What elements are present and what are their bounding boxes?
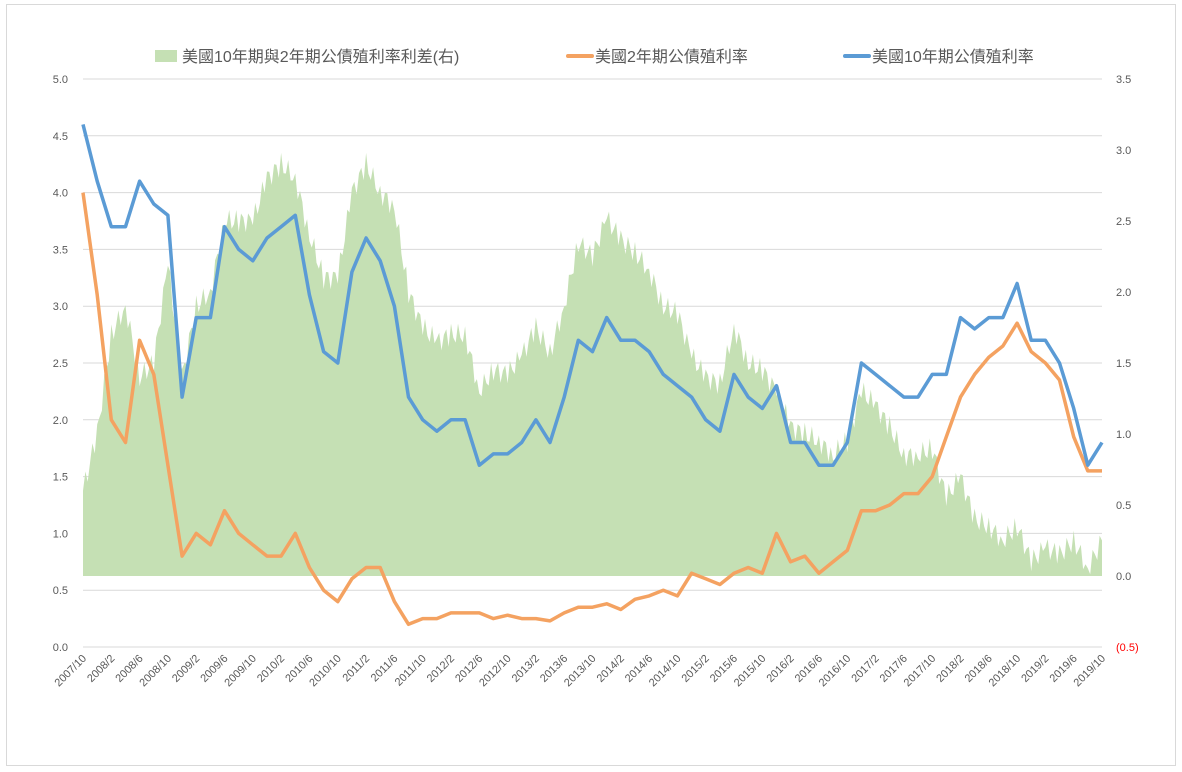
left-axis-tick-label: 3.5: [53, 244, 68, 256]
x-axis-tick-label: 2009/2: [170, 653, 202, 685]
x-axis-tick-label: 2008/2: [85, 653, 117, 685]
legend-label: 美國10年期公債殖利率: [872, 48, 1034, 66]
x-axis-tick-label: 2009/10: [222, 653, 259, 690]
x-axis-tick-label: 2019/10: [1072, 653, 1109, 690]
x-axis-tick-label: 2015/10: [732, 653, 769, 690]
legend-swatch-spread: [155, 50, 177, 62]
x-axis-tick-label: 2010/10: [307, 653, 344, 690]
spread-area: [83, 152, 1102, 576]
right-axis-tick-label: 1.0: [1116, 429, 1131, 441]
x-axis-tick-label: 2010/2: [255, 653, 287, 685]
right-axis-tick-label: 2.5: [1116, 216, 1131, 228]
legend-label: 美國2年期公債殖利率: [595, 48, 748, 66]
left-axis-tick-label: 0.5: [53, 585, 68, 597]
left-axis-tick-label: 5.0: [53, 74, 68, 86]
x-axis-tick-label: 2019/2: [1019, 653, 1051, 685]
x-axis-tick-label: 2017/10: [902, 653, 939, 690]
left-axis-tick-label: 0.0: [53, 642, 68, 654]
left-axis-tick-label: 4.0: [53, 188, 68, 200]
right-axis-tick-label: 2.0: [1116, 287, 1131, 299]
x-axis-tick-label: 2008/10: [137, 653, 174, 690]
left-axis-tick-label: 4.5: [53, 131, 68, 143]
x-axis-tick-label: 2014/2: [595, 653, 627, 685]
x-axis-tick-label: 2014/10: [647, 653, 684, 690]
left-axis-tick-label: 2.0: [53, 415, 68, 427]
right-axis-tick-label: 1.5: [1116, 358, 1131, 370]
right-axis-tick-label: 0.5: [1116, 500, 1131, 512]
right-axis-tick-label: (0.5): [1116, 642, 1139, 654]
x-axis-tick-label: 2016/10: [817, 653, 854, 690]
left-axis-tick-label: 1.0: [53, 528, 68, 540]
x-axis-tick-label: 2011/2: [340, 653, 372, 685]
right-axis-tick-label: 3.0: [1116, 145, 1131, 157]
left-axis-tick-label: 2.5: [53, 358, 68, 370]
x-axis-tick-label: 2018/2: [934, 653, 966, 685]
x-axis-tick-label: 2012/2: [425, 653, 457, 685]
x-axis-tick-label: 2015/2: [680, 653, 712, 685]
x-axis-tick-label: 2013/2: [510, 653, 542, 685]
x-axis-tick-label: 2017/2: [849, 653, 881, 685]
x-axis-tick-label: 2011/10: [393, 653, 429, 689]
x-axis-tick-label: 2012/10: [477, 653, 514, 690]
yield-2y-line: [81, 192, 1102, 627]
right-axis-tick-label: 0.0: [1116, 571, 1131, 583]
yield-10y-line: [81, 123, 1104, 467]
right-axis-tick-label: 3.5: [1116, 74, 1131, 86]
x-axis-tick-label: 2016/2: [764, 653, 796, 685]
legend-label: 美國10年期與2年期公債殖利率利差(右): [182, 48, 459, 66]
chart-frame: [6, 4, 1176, 766]
x-axis-tick-label: 2018/10: [987, 653, 1024, 690]
x-axis-tick-label: 2013/10: [562, 653, 599, 690]
left-axis-tick-label: 1.5: [53, 472, 68, 484]
x-axis-tick-label: 2007/10: [53, 653, 90, 690]
left-axis-tick-label: 3.0: [53, 301, 68, 313]
